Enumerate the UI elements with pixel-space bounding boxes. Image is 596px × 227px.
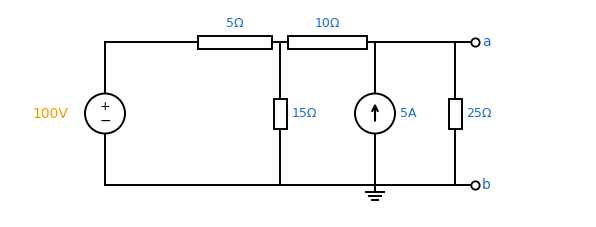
Text: +: + — [100, 100, 110, 113]
Text: 5A: 5A — [400, 107, 417, 120]
Bar — [288, 35, 367, 49]
Text: 10Ω: 10Ω — [315, 17, 340, 30]
Text: 25Ω: 25Ω — [467, 107, 492, 120]
Text: a: a — [482, 35, 491, 49]
Text: 5Ω: 5Ω — [226, 17, 244, 30]
Bar — [198, 35, 272, 49]
Circle shape — [355, 94, 395, 133]
Bar — [274, 99, 287, 128]
Text: −: − — [99, 114, 111, 128]
Text: 15Ω: 15Ω — [291, 107, 317, 120]
Circle shape — [85, 94, 125, 133]
Text: 100V: 100V — [32, 106, 68, 121]
Text: b: b — [482, 178, 491, 192]
Bar — [449, 99, 461, 128]
